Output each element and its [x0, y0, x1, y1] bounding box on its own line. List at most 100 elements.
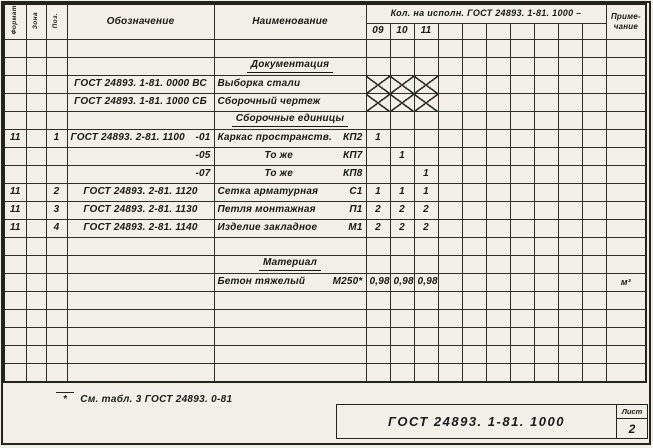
cell-qty — [533, 165, 559, 184]
table-row: 11 2 ГОСТ 24893. 2-81. 1120 Сетка арматурна… — [3, 183, 647, 202]
cell-qty — [533, 129, 559, 148]
qty-column-header — [509, 23, 535, 40]
cell-pos — [45, 147, 68, 166]
cell-qty — [437, 111, 463, 130]
cell-name: Каркас пространств. КП2 — [213, 129, 367, 148]
cell-qty — [413, 93, 439, 112]
cell-qty — [365, 363, 391, 383]
cell-pos — [45, 57, 68, 76]
cell-format — [3, 291, 27, 310]
cell-qty — [437, 255, 463, 274]
cell-zone — [25, 39, 47, 58]
cell-qty — [581, 327, 607, 346]
cell-qty — [413, 363, 439, 383]
cell-qty — [557, 327, 583, 346]
cell-qty — [365, 75, 391, 94]
note-column-header-line2: чание — [613, 22, 638, 31]
cell-designation — [66, 57, 215, 76]
table-row: -05 То же КП7 1 — [3, 147, 647, 166]
cell-designation — [66, 237, 215, 256]
cell-qty — [437, 75, 463, 94]
table-row — [3, 327, 647, 346]
cell-note — [605, 309, 647, 328]
cell-qty — [533, 183, 559, 202]
cell-zone — [25, 129, 47, 148]
cell-note — [605, 129, 647, 148]
cell-format — [3, 345, 27, 364]
cell-qty — [581, 201, 607, 220]
qty-column-header: 09 — [365, 23, 391, 40]
cell-zone — [25, 345, 47, 364]
sheet-label: Лист — [617, 405, 647, 419]
cell-designation — [66, 291, 215, 310]
cell-qty — [437, 201, 463, 220]
cell-qty — [389, 291, 415, 310]
cell-qty — [365, 291, 391, 310]
cell-qty — [509, 327, 535, 346]
cell-note — [605, 327, 647, 346]
cell-qty — [581, 345, 607, 364]
table-row: ГОСТ 24893. 1-81. 0000 ВС Выборка стали — [3, 75, 647, 94]
cell-qty — [461, 39, 487, 58]
cell-qty — [485, 183, 511, 202]
cell-qty — [365, 39, 391, 58]
qty-column-header — [461, 23, 487, 40]
cell-qty — [365, 165, 391, 184]
format-column-header: Формат — [3, 3, 27, 40]
table-row: 11 1 ГОСТ 24893. 2-81. 1100 -01 Каркас прост… — [3, 129, 647, 148]
cell-zone — [25, 327, 47, 346]
cell-qty — [581, 165, 607, 184]
cell-note — [605, 57, 647, 76]
cell-qty — [485, 111, 511, 130]
cell-qty — [389, 255, 415, 274]
cell-qty — [533, 147, 559, 166]
cell-format — [3, 57, 27, 76]
qty-column-header: 10 — [389, 23, 415, 40]
document-number: ГОСТ 24893. 1-81. 1000 — [388, 414, 565, 429]
cell-zone — [25, 237, 47, 256]
cell-qty — [509, 129, 535, 148]
cell-qty — [461, 327, 487, 346]
cell-note — [605, 165, 647, 184]
cell-qty — [581, 237, 607, 256]
cell-qty — [581, 255, 607, 274]
cell-qty — [485, 363, 511, 383]
cell-qty — [437, 219, 463, 238]
cell-qty — [509, 111, 535, 130]
cell-qty — [509, 201, 535, 220]
cell-qty — [485, 291, 511, 310]
cell-note — [605, 183, 647, 202]
cell-qty — [365, 237, 391, 256]
cell-qty — [485, 57, 511, 76]
cell-qty — [437, 57, 463, 76]
cell-format — [3, 147, 27, 166]
cell-format — [3, 363, 27, 383]
note-column-header-line1: Приме- — [610, 12, 641, 22]
cell-qty — [557, 201, 583, 220]
cell-qty — [557, 219, 583, 238]
cell-note — [605, 345, 647, 364]
cell-qty — [509, 237, 535, 256]
cell-format: 11 — [3, 183, 27, 202]
qty-group-header: Кол. на исполн. ГОСТ 24893. 1-81. 1000 – — [365, 3, 607, 24]
cell-qty — [533, 57, 559, 76]
cell-qty — [437, 39, 463, 58]
cell-zone — [25, 147, 47, 166]
cell-qty — [461, 93, 487, 112]
cell-qty: 0,98 — [413, 273, 439, 292]
cell-designation: ГОСТ 24893. 1-81. 1000 СБ — [66, 93, 215, 112]
cell-qty — [365, 93, 391, 112]
cell-qty — [413, 237, 439, 256]
cell-qty: 2 — [389, 201, 415, 220]
cell-qty — [557, 363, 583, 383]
cell-designation: ГОСТ 24893. 2-81. 1130 — [66, 201, 215, 220]
table-row: Сборочные единицы — [3, 111, 647, 130]
cell-name — [213, 327, 367, 346]
cell-zone — [25, 75, 47, 94]
cell-qty — [557, 273, 583, 292]
cell-note — [605, 363, 647, 383]
cell-qty — [461, 255, 487, 274]
table-row: 11 4 ГОСТ 24893. 2-81. 1140 Изделие закладн… — [3, 219, 647, 238]
cell-qty — [413, 129, 439, 148]
cell-qty — [509, 93, 535, 112]
